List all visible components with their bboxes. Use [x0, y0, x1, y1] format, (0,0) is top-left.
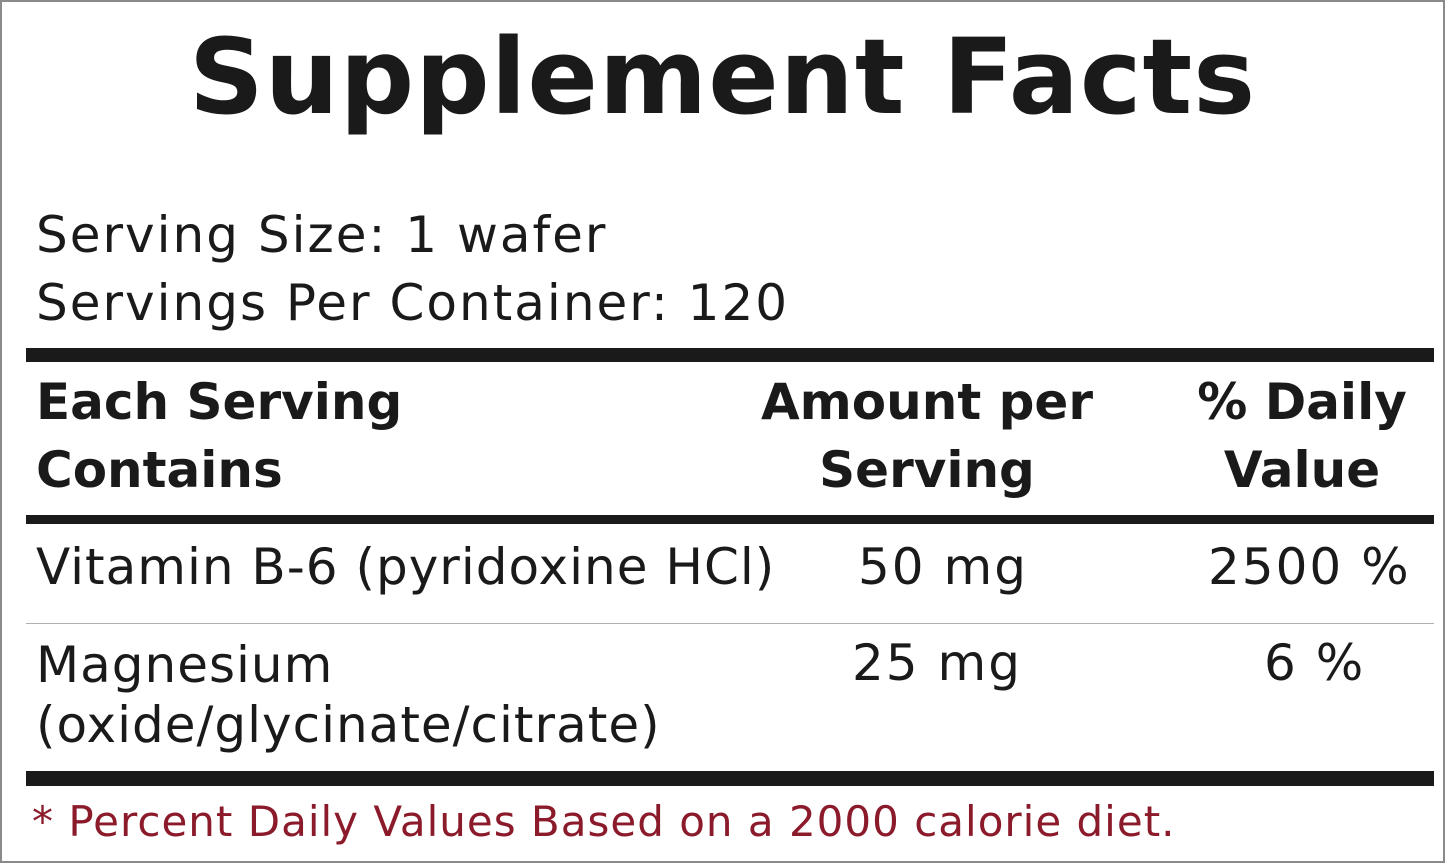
nutrient-dv: 2500 % [1208, 538, 1411, 596]
nutrient-name: Magnesium [36, 636, 334, 694]
serving-size: Serving Size: 1 wafer [36, 206, 608, 264]
divider-medium [26, 515, 1434, 524]
nutrient-amount: 50 mg [858, 538, 1028, 596]
header-text: Amount per [760, 373, 1093, 431]
nutrient-name: Vitamin B-6 (pyridoxine HCl) [36, 538, 776, 596]
footnote: * Percent Daily Values Based on a 2000 c… [32, 797, 1176, 846]
header-daily-value: % Daily Value [1172, 368, 1432, 504]
nutrient-dv: 6 % [1264, 634, 1366, 692]
divider-thick [26, 348, 1434, 362]
nutrient-amount: 25 mg [852, 634, 1022, 692]
header-text: Each Serving [36, 373, 403, 431]
header-each-serving: Each Serving Contains [36, 368, 402, 504]
header-text: % Daily [1197, 373, 1407, 431]
header-text: Serving [819, 441, 1035, 499]
nutrient-name-detail: (oxide/glycinate/citrate) [36, 696, 661, 754]
header-text: Contains [36, 441, 283, 499]
divider-thin [26, 623, 1434, 624]
servings-per-container: Servings Per Container: 120 [36, 274, 790, 332]
header-amount: Amount per Serving [732, 368, 1122, 504]
header-text: Value [1223, 441, 1381, 499]
divider-thick [26, 771, 1434, 786]
label-title: Supplement Facts [188, 16, 1257, 138]
